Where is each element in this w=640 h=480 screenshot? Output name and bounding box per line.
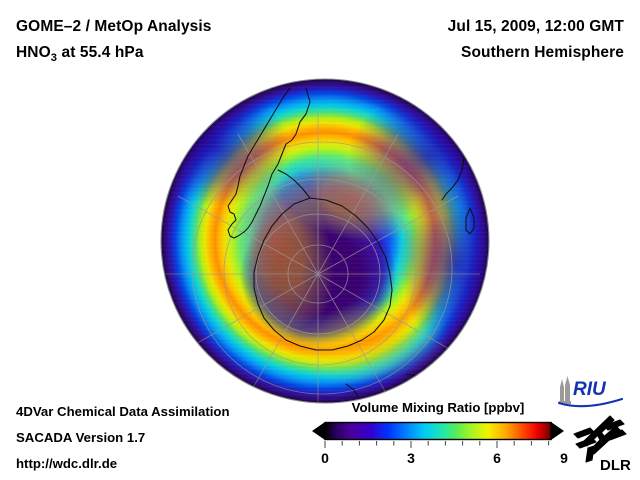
colorbar-tick-3: 3 bbox=[407, 450, 415, 466]
globe-svg bbox=[160, 78, 490, 404]
colorbar-ticks bbox=[324, 441, 550, 448]
method-label: 4DVar Chemical Data Assimilation bbox=[16, 404, 230, 419]
colorbar-tick-6: 6 bbox=[493, 450, 501, 466]
colorbar-frame bbox=[324, 421, 552, 441]
colorbar-legend: Volume Mixing Ratio [ppbv] bbox=[312, 400, 568, 476]
riu-logo: RIU bbox=[557, 376, 624, 408]
colorbar-low-arrow bbox=[312, 422, 325, 440]
globe-map bbox=[160, 78, 490, 404]
colorbar-gradient bbox=[325, 422, 551, 440]
globe-field bbox=[161, 79, 489, 403]
colorbar-high-arrow bbox=[551, 422, 564, 440]
riu-towers-icon bbox=[559, 376, 571, 405]
species-pressure-label: HNO3 at 55.4 hPa bbox=[16, 44, 144, 64]
species-suffix: at 55.4 hPa bbox=[57, 44, 144, 61]
dlr-logo: DLR bbox=[573, 415, 631, 474]
colorbar-tick-0: 0 bbox=[321, 450, 329, 466]
page-title: GOME–2 / MetOp Analysis bbox=[16, 18, 212, 35]
species-subscript: 3 bbox=[50, 52, 58, 65]
version-label: SACADA Version 1.7 bbox=[16, 430, 146, 445]
species-prefix: HNO bbox=[16, 44, 51, 61]
limb-shading bbox=[161, 79, 489, 403]
timestamp-label: Jul 15, 2009, 12:00 GMT bbox=[447, 18, 624, 35]
hemisphere-label: Southern Hemisphere bbox=[461, 44, 624, 61]
riu-wordmark: RIU bbox=[573, 379, 607, 400]
dlr-mark-icon bbox=[573, 415, 627, 463]
colorbar-tick-9: 9 bbox=[560, 450, 568, 466]
colorbar-svg bbox=[312, 421, 564, 448]
dlr-wordmark: DLR bbox=[600, 457, 631, 474]
globe-outline bbox=[160, 78, 490, 404]
riu-swoosh-icon bbox=[557, 397, 624, 408]
colorbar-title: Volume Mixing Ratio [ppbv] bbox=[351, 400, 525, 415]
source-url-label[interactable]: http://wdc.dlr.de bbox=[16, 456, 118, 471]
